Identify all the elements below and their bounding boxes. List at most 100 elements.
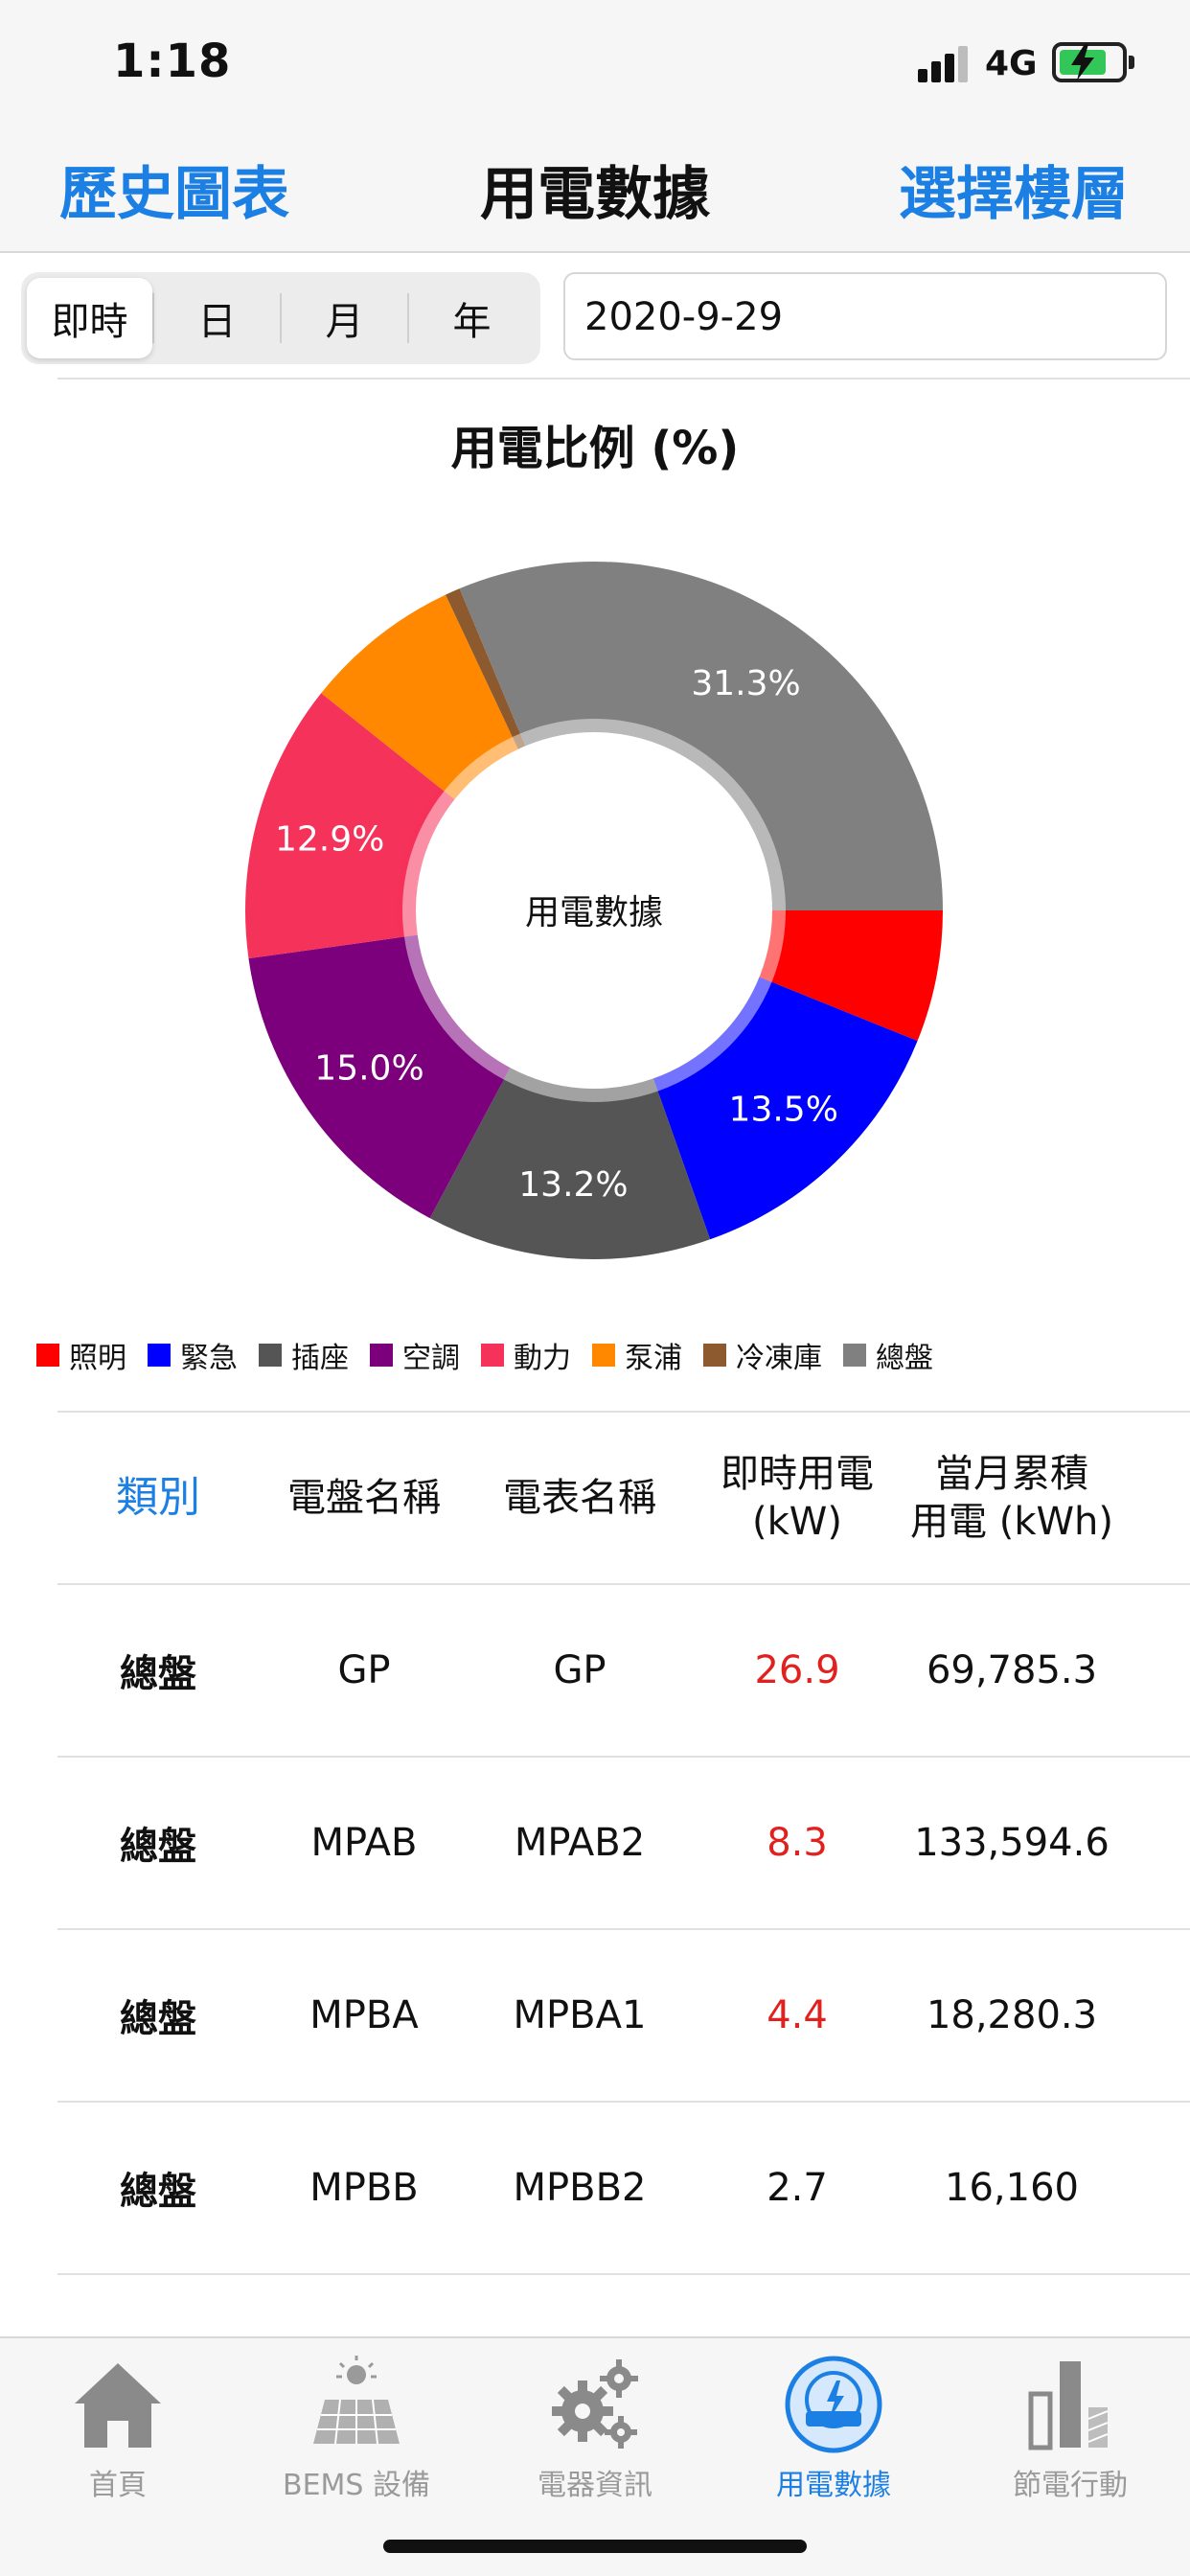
panel-name-cell: MPBA (309, 1993, 419, 2037)
pie-slice[interactable] (446, 588, 520, 738)
realtime-kw-cell: 2.7 (767, 2166, 828, 2210)
donut-chart[interactable]: 13.5% 13.2% 15.0% 12.9% 31.3% 用電數據 (240, 556, 949, 1265)
pie-slice[interactable] (248, 936, 504, 1219)
pie-slice[interactable] (321, 594, 513, 792)
meter-name-cell: GP (553, 1648, 606, 1692)
legend-swatch (259, 1344, 282, 1367)
table-header: 類別 電盤名稱 電表名稱 即時用電 (kW) 當月累積 用電 (kWh) (57, 1413, 1190, 1583)
legend-item[interactable]: 照明 (36, 1334, 126, 1376)
category-cell: 總盤 (120, 1652, 196, 1696)
nav-bar: 歷史圖表 用電數據 選擇樓層 (0, 125, 1190, 253)
pie-slice-inner-ring (759, 909, 791, 985)
header-monthly-kwh: 當月累積 用電 (kWh) (910, 1452, 1113, 1544)
table-row[interactable]: 總盤 MPBB MPBB2 2.7 16,160 (57, 2103, 1190, 2273)
header-realtime-kw: 即時用電 (kW) (721, 1452, 874, 1544)
legend-item[interactable]: 緊急 (148, 1334, 238, 1376)
segment-divider (407, 293, 409, 343)
pie-slice[interactable] (245, 693, 445, 959)
legend-swatch (148, 1344, 171, 1367)
meter-name-cell: MPBB2 (513, 2166, 647, 2210)
tab-label: 電器資訊 (538, 2469, 652, 2502)
divider (57, 378, 1190, 380)
segment-day[interactable]: 日 (197, 300, 237, 344)
header-meter-name: 電表名稱 (503, 1476, 656, 1520)
tab-home[interactable]: 首頁 (8, 2352, 228, 2503)
legend-swatch (370, 1344, 393, 1367)
segment-year[interactable]: 年 (452, 300, 492, 344)
page-title: 用電數據 (480, 161, 710, 228)
tab-label: 用電數據 (776, 2469, 891, 2502)
donut-center-label: 用電數據 (525, 893, 663, 932)
tab-power-data[interactable]: 用電數據 (723, 2352, 944, 2503)
legend-item[interactable]: 插座 (259, 1334, 349, 1376)
divider (57, 2101, 1190, 2103)
legend-item[interactable]: 總盤 (843, 1334, 933, 1376)
category-cell: 總盤 (120, 1825, 196, 1869)
legend-item[interactable]: 冷凍庫 (703, 1334, 822, 1376)
home-indicator (383, 2540, 807, 2553)
table-row[interactable]: 總盤 MPBA MPBA1 4.4 18,280.3 (57, 1930, 1190, 2101)
legend-swatch (481, 1344, 504, 1367)
pie-slice-inner-ring (510, 727, 526, 749)
pie-slice-inner-ring (501, 1068, 660, 1108)
pie-slice-inner-ring (397, 787, 455, 938)
select-floor-button[interactable]: 選擇樓層 (899, 161, 1129, 228)
tab-bar: 首頁 BEMS 設備 (0, 2336, 1190, 2576)
bar-chart-icon (1028, 2361, 1109, 2450)
divider (57, 2273, 1190, 2275)
header-category[interactable]: 類別 (116, 1473, 200, 1522)
legend-item[interactable]: 動力 (481, 1334, 571, 1376)
battery-icon (1052, 42, 1134, 82)
solar-panel-icon (313, 2356, 400, 2445)
pie-slice-inner-ring (439, 731, 518, 800)
legend-item[interactable]: 泵浦 (592, 1334, 682, 1376)
category-cell: 總盤 (120, 2170, 196, 2214)
legend-label: 動力 (514, 1342, 571, 1375)
tab-appliance-info[interactable]: 電器資訊 (485, 2352, 705, 2503)
segment-realtime[interactable]: 即時 (27, 278, 152, 358)
header-panel-name: 電盤名稱 (287, 1476, 441, 1520)
legend-item[interactable]: 空調 (370, 1334, 460, 1376)
pie-slice[interactable] (459, 562, 943, 910)
pie-slice-inner-ring (652, 977, 778, 1097)
status-time: 1:18 (113, 34, 232, 88)
meter-name-cell: MPAB2 (514, 1821, 646, 1865)
power-table: 類別 電盤名稱 電表名稱 即時用電 (kW) 當月累積 用電 (kWh) 總盤 G… (57, 1411, 1190, 2275)
monthly-kwh-cell: 69,785.3 (926, 1648, 1098, 1692)
realtime-kw-cell: 4.4 (767, 1993, 828, 2037)
tab-bems-devices[interactable]: BEMS 設備 (246, 2352, 467, 2503)
home-icon (75, 2363, 161, 2448)
legend-label: 總盤 (876, 1342, 933, 1375)
pie-slice[interactable] (429, 1079, 711, 1259)
date-field[interactable]: 2020-9-29 (563, 272, 1167, 360)
realtime-kw-cell: 26.9 (754, 1648, 840, 1692)
table-row[interactable]: 總盤 MPAB MPAB2 8.3 133,594.6 (57, 1758, 1190, 1928)
divider (57, 1756, 1190, 1758)
power-meter-icon (785, 2356, 882, 2453)
legend-label: 插座 (291, 1342, 349, 1375)
realtime-kw-cell: 8.3 (767, 1821, 828, 1865)
divider (57, 1411, 1190, 1413)
pie-slice[interactable] (771, 910, 943, 1042)
network-type: 4G (985, 44, 1038, 83)
legend-swatch (592, 1344, 615, 1367)
status-bar: 1:18 4G (0, 0, 1190, 125)
legend-label: 照明 (69, 1342, 126, 1375)
divider (57, 1583, 1190, 1585)
panel-name-cell: MPBB (309, 2166, 419, 2210)
segment-divider (280, 293, 282, 343)
pie-slice[interactable] (657, 981, 918, 1240)
slice-label: 13.2% (518, 1165, 628, 1205)
segment-divider (152, 293, 154, 343)
segment-month[interactable]: 月 (325, 300, 364, 344)
history-chart-button[interactable]: 歷史圖表 (59, 161, 289, 228)
table-row[interactable]: 總盤 GP GP 26.9 69,785.3 (57, 1585, 1190, 1756)
tab-energy-saving[interactable]: 節電行動 (960, 2352, 1180, 2503)
legend-swatch (703, 1344, 726, 1367)
tab-label: BEMS 設備 (283, 2469, 430, 2502)
category-cell: 總盤 (120, 1997, 196, 2041)
pie-slice-inner-ring (398, 934, 511, 1085)
tab-label: 節電行動 (1013, 2469, 1128, 2502)
cellular-signal-icon (918, 44, 970, 82)
legend-swatch (843, 1344, 866, 1367)
